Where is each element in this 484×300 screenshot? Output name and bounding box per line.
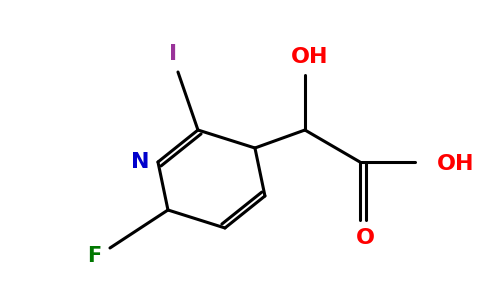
- Text: I: I: [169, 44, 177, 64]
- Text: O: O: [355, 228, 375, 248]
- Text: OH: OH: [437, 154, 474, 174]
- Text: OH: OH: [291, 47, 329, 67]
- Text: N: N: [131, 152, 149, 172]
- Text: F: F: [87, 246, 101, 266]
